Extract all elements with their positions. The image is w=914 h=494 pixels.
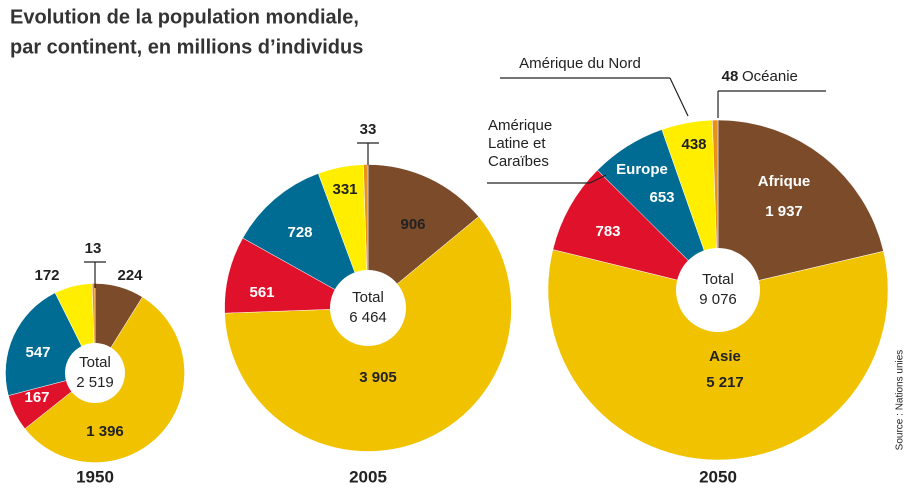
pie-slice <box>367 164 479 309</box>
value-label: 728 <box>287 224 312 241</box>
value-label: 13 <box>85 240 102 257</box>
category-label: Océanie <box>742 68 798 85</box>
pie-slice <box>552 169 719 291</box>
value-label: 224 <box>117 267 143 284</box>
total-value: 9 076 <box>699 291 737 308</box>
year-label: 2005 <box>349 467 387 486</box>
value-label: 172 <box>34 267 59 284</box>
value-label: 438 <box>681 136 706 153</box>
value-label: 3 905 <box>359 369 397 386</box>
category-label: Asie <box>709 348 741 365</box>
value-label: 1 937 <box>765 203 803 220</box>
value-label: 1 396 <box>86 423 124 440</box>
total-label: Total <box>79 354 111 371</box>
value-label: 783 <box>595 223 620 240</box>
value-label: 653 <box>649 189 674 206</box>
title: par continent, en millions d’individus <box>10 36 363 58</box>
value-label: 561 <box>249 284 274 301</box>
pie-slice <box>547 249 889 461</box>
leader-line <box>669 77 689 117</box>
pie-slice <box>712 119 719 291</box>
value-label: 906 <box>400 216 425 233</box>
category-label: Amérique du Nord <box>519 55 641 72</box>
total-value: 6 464 <box>349 309 387 326</box>
title: Evolution de la population mondiale, <box>10 6 359 28</box>
source: Source : Nations unies <box>895 350 906 451</box>
value-label: 48 <box>722 68 739 85</box>
year-label: 2050 <box>699 467 737 486</box>
value-label: 167 <box>24 389 49 406</box>
category-label: Afrique <box>758 173 811 190</box>
center-hole <box>330 270 406 346</box>
value-label: 331 <box>332 181 357 198</box>
year-label: 1950 <box>76 467 114 486</box>
center-hole <box>65 343 125 403</box>
pie-slice <box>242 173 369 309</box>
pie-slice <box>717 119 884 291</box>
value-label: 547 <box>25 344 50 361</box>
total-label: Total <box>702 271 734 288</box>
center-hole <box>676 248 760 332</box>
total-value: 2 519 <box>76 374 114 391</box>
leader-line <box>589 174 607 184</box>
category-label: Europe <box>616 161 668 178</box>
total-label: Total <box>352 289 384 306</box>
value-label: 5 217 <box>706 374 744 391</box>
value-label: 33 <box>360 121 377 138</box>
category-label: Amérique Latine et Caraïbes <box>488 117 553 170</box>
